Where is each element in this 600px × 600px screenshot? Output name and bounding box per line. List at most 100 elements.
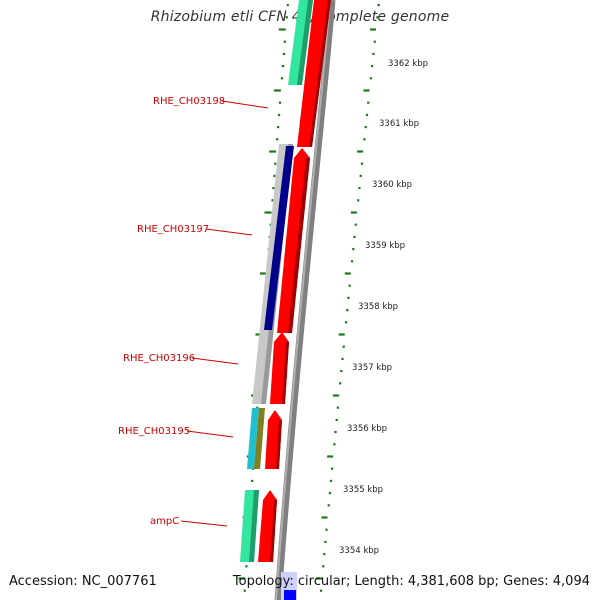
minor-tick (333, 443, 336, 446)
kbp-label: 3357 kbp (352, 363, 392, 373)
minor-tick (373, 40, 376, 43)
minor-tick (286, 4, 289, 7)
minor-tick (364, 126, 367, 129)
gene-leader-line (180, 520, 228, 527)
minor-tick (274, 162, 277, 165)
feature-teal-bottom-shade (249, 490, 259, 562)
gene-label-rhe-ch03195: RHE_CH03195 (118, 426, 190, 437)
minor-tick (350, 260, 354, 263)
topology-text: Topology: circular; Length: 4,381,608 bp… (232, 574, 590, 589)
gene-leader-line (186, 430, 234, 438)
minor-tick (283, 40, 286, 43)
gene-leader-line (205, 228, 253, 236)
minor-tick (339, 382, 342, 385)
feature-blocks (240, 0, 313, 600)
minor-tick (334, 431, 337, 434)
minor-tick (245, 565, 248, 568)
minor-tick (324, 540, 327, 543)
kbp-label: 3359 kbp (365, 241, 405, 251)
minor-tick (272, 187, 275, 190)
major-tick (278, 28, 286, 31)
minor-tick (346, 309, 349, 312)
minor-tick (319, 589, 323, 592)
minor-tick (277, 126, 280, 129)
minor-tick (322, 565, 325, 568)
kbp-label: 3356 kbp (347, 424, 387, 434)
minor-tick (357, 199, 360, 202)
major-tick (357, 150, 364, 153)
minor-tick (336, 406, 339, 409)
minor-tick (341, 357, 344, 360)
genome-backbone-highlight (275, 0, 331, 600)
minor-tick (376, 16, 379, 19)
feature-olive (254, 408, 265, 469)
minor-tick (327, 504, 330, 507)
minor-tick (278, 101, 282, 104)
major-tick (338, 333, 345, 336)
kbp-label: 3361 kbp (379, 119, 419, 129)
gene-label-rhe-ch03198: RHE_CH03198 (153, 96, 225, 107)
minor-tick (328, 492, 331, 495)
minor-tick (276, 138, 279, 141)
minor-tick (372, 52, 375, 55)
major-tick (332, 394, 339, 397)
minor-tick (377, 4, 380, 7)
cds-red-3-shade (282, 342, 289, 404)
outer-tick-track (316, 4, 380, 592)
cds-red-5-shade (270, 500, 277, 562)
minor-tick (281, 65, 285, 68)
cds-red-2-shade (288, 158, 310, 333)
kbp-label: 3355 kbp (343, 485, 383, 495)
major-tick (327, 455, 334, 458)
minor-tick (347, 296, 350, 299)
major-tick (350, 211, 357, 214)
minor-tick (271, 199, 274, 202)
cds-red-4-shade (276, 420, 282, 469)
minor-tick (369, 77, 372, 80)
gene-label-ampc: ampC (150, 516, 179, 527)
major-tick (264, 211, 272, 214)
feature-blue-bottom-core (284, 590, 296, 600)
minor-tick (358, 187, 361, 190)
minor-tick (277, 113, 281, 116)
minor-tick (371, 65, 374, 68)
minor-tick (323, 553, 326, 556)
major-tick (369, 28, 376, 31)
minor-tick (329, 479, 333, 482)
minor-tick (285, 16, 288, 19)
kbp-labels: 3362 kbp 3361 kbp 3360 kbp 3359 kbp 3358… (339, 59, 428, 556)
major-tick (316, 577, 323, 580)
minor-tick (331, 467, 334, 470)
gene-leader-line (221, 100, 269, 109)
minor-tick (360, 162, 364, 165)
major-tick (255, 333, 263, 336)
minor-tick (354, 223, 357, 226)
minor-tick (335, 418, 338, 421)
accession-text: Accession: NC_007761 (9, 574, 157, 589)
kbp-label: 3360 kbp (372, 180, 412, 190)
minor-tick (363, 138, 366, 141)
major-tick (321, 516, 328, 519)
gene-label-rhe-ch03197: RHE_CH03197 (137, 224, 209, 235)
minor-tick (340, 370, 343, 373)
gene-labels: RHE_CH03198 RHE_CH03197 RHE_CH03196 RHE_… (118, 96, 269, 527)
kbp-label: 3358 kbp (358, 302, 398, 312)
kbp-label: 3354 kbp (339, 546, 379, 556)
minor-tick (273, 174, 276, 177)
cds-red-1-shade (309, 0, 331, 147)
forward-cds-track (258, 0, 331, 562)
minor-tick (352, 248, 355, 251)
minor-tick (325, 528, 328, 531)
gene-leader-line (191, 357, 239, 365)
major-tick (344, 272, 351, 275)
kbp-label: 3362 kbp (388, 59, 428, 69)
feature-dark-blue (264, 146, 294, 330)
minor-tick (256, 406, 259, 409)
minor-tick (359, 174, 362, 177)
minor-tick (353, 235, 356, 238)
minor-tick (282, 52, 285, 55)
major-tick (363, 89, 370, 92)
minor-tick (344, 321, 348, 324)
major-tick (269, 150, 277, 153)
